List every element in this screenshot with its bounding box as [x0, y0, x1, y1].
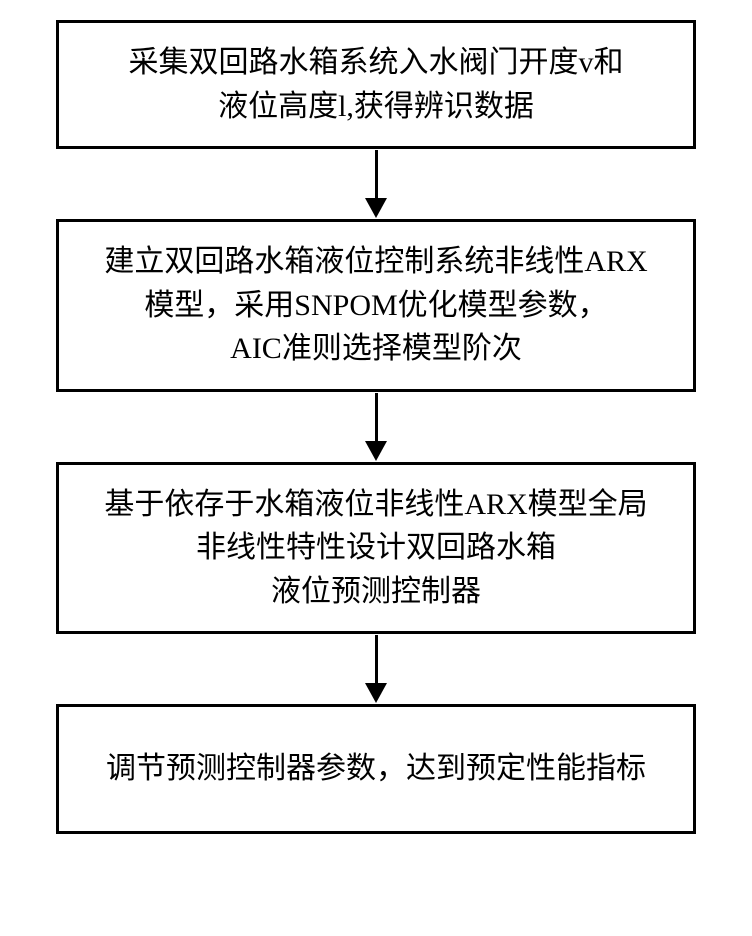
- arrow-shaft: [375, 635, 378, 683]
- step3-line1: 基于依存于水箱液位非线性ARX模型全局: [104, 483, 647, 527]
- flowchart-step-1: 采集双回路水箱系统入水阀门开度v和 液位高度l,获得辨识数据: [56, 20, 696, 149]
- arrow-head-icon: [365, 683, 387, 703]
- flowchart-step-3: 基于依存于水箱液位非线性ARX模型全局 非线性特性设计双回路水箱 液位预测控制器: [56, 462, 696, 635]
- arrow-1-to-2: [365, 149, 387, 219]
- arrow-head-icon: [365, 441, 387, 461]
- flowchart-step-2: 建立双回路水箱液位控制系统非线性ARX 模型，采用SNPOM优化模型参数， AI…: [56, 219, 696, 392]
- step2-line1: 建立双回路水箱液位控制系统非线性ARX: [104, 240, 647, 284]
- step2-line2: 模型，采用SNPOM优化模型参数，: [144, 284, 607, 328]
- step4-line1: 调节预测控制器参数，达到预定性能指标: [106, 747, 646, 791]
- arrow-shaft: [375, 393, 378, 441]
- arrow-3-to-4: [365, 634, 387, 704]
- step1-line2: 液位高度l,获得辨识数据: [218, 85, 534, 129]
- arrow-head-icon: [365, 198, 387, 218]
- arrow-2-to-3: [365, 392, 387, 462]
- flowchart-step-4: 调节预测控制器参数，达到预定性能指标: [56, 704, 696, 834]
- step2-line3: AIC准则选择模型阶次: [230, 327, 522, 371]
- step3-line2: 非线性特性设计双回路水箱: [196, 526, 556, 570]
- arrow-shaft: [375, 150, 378, 198]
- step3-line3: 液位预测控制器: [271, 570, 481, 614]
- step1-line1: 采集双回路水箱系统入水阀门开度v和: [129, 41, 624, 85]
